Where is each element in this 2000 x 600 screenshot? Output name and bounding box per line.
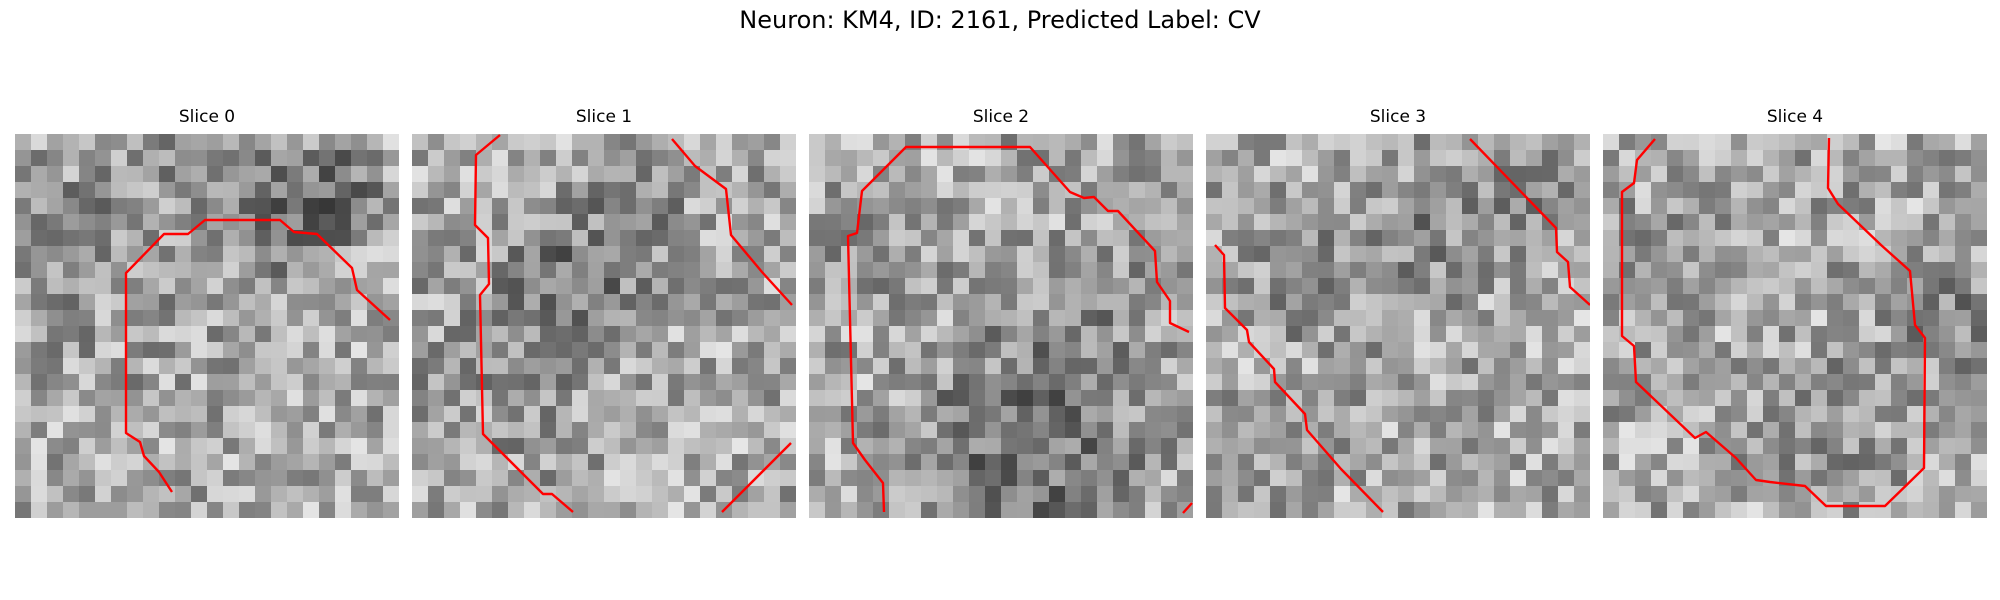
contour-line-0 xyxy=(1214,244,1384,513)
slice-title-4: Slice 4 xyxy=(1766,107,1824,127)
slice-image-0 xyxy=(15,134,399,518)
contour-line-1 xyxy=(1469,138,1590,306)
contour-line-0 xyxy=(124,218,391,493)
slice-image-2 xyxy=(809,134,1193,518)
slice-image-3 xyxy=(1206,134,1590,518)
slice-image-4 xyxy=(1603,134,1987,518)
slice-image-1 xyxy=(412,134,796,518)
slice-panel-2: Slice 2 xyxy=(809,106,1193,518)
pixel-mosaic xyxy=(1603,134,1987,518)
slice-panel-4: Slice 4 xyxy=(1603,106,1987,518)
slice-title-1: Slice 1 xyxy=(575,107,633,127)
contour-line-0 xyxy=(473,134,574,513)
slice-title-3: Slice 3 xyxy=(1369,107,1427,127)
pixel-mosaic xyxy=(1206,134,1590,518)
pixel-mosaic xyxy=(809,134,1193,518)
slice-panel-0: Slice 0 xyxy=(15,106,399,518)
contour-line-1 xyxy=(671,138,793,306)
slice-panel-3: Slice 3 xyxy=(1206,106,1590,518)
figure-title: Neuron: KM4, ID: 2161, Predicted Label: … xyxy=(739,6,1261,34)
contour-line-0 xyxy=(846,145,1190,513)
contour-line-1 xyxy=(1182,502,1193,514)
contour-line-2 xyxy=(721,442,792,513)
slice-title-2: Slice 2 xyxy=(972,107,1030,127)
pixel-mosaic xyxy=(15,134,399,518)
slice-title-0: Slice 0 xyxy=(178,107,236,127)
pixel-mosaic xyxy=(412,134,796,518)
slice-panel-1: Slice 1 xyxy=(412,106,796,518)
contour-line-0 xyxy=(1620,137,1927,508)
